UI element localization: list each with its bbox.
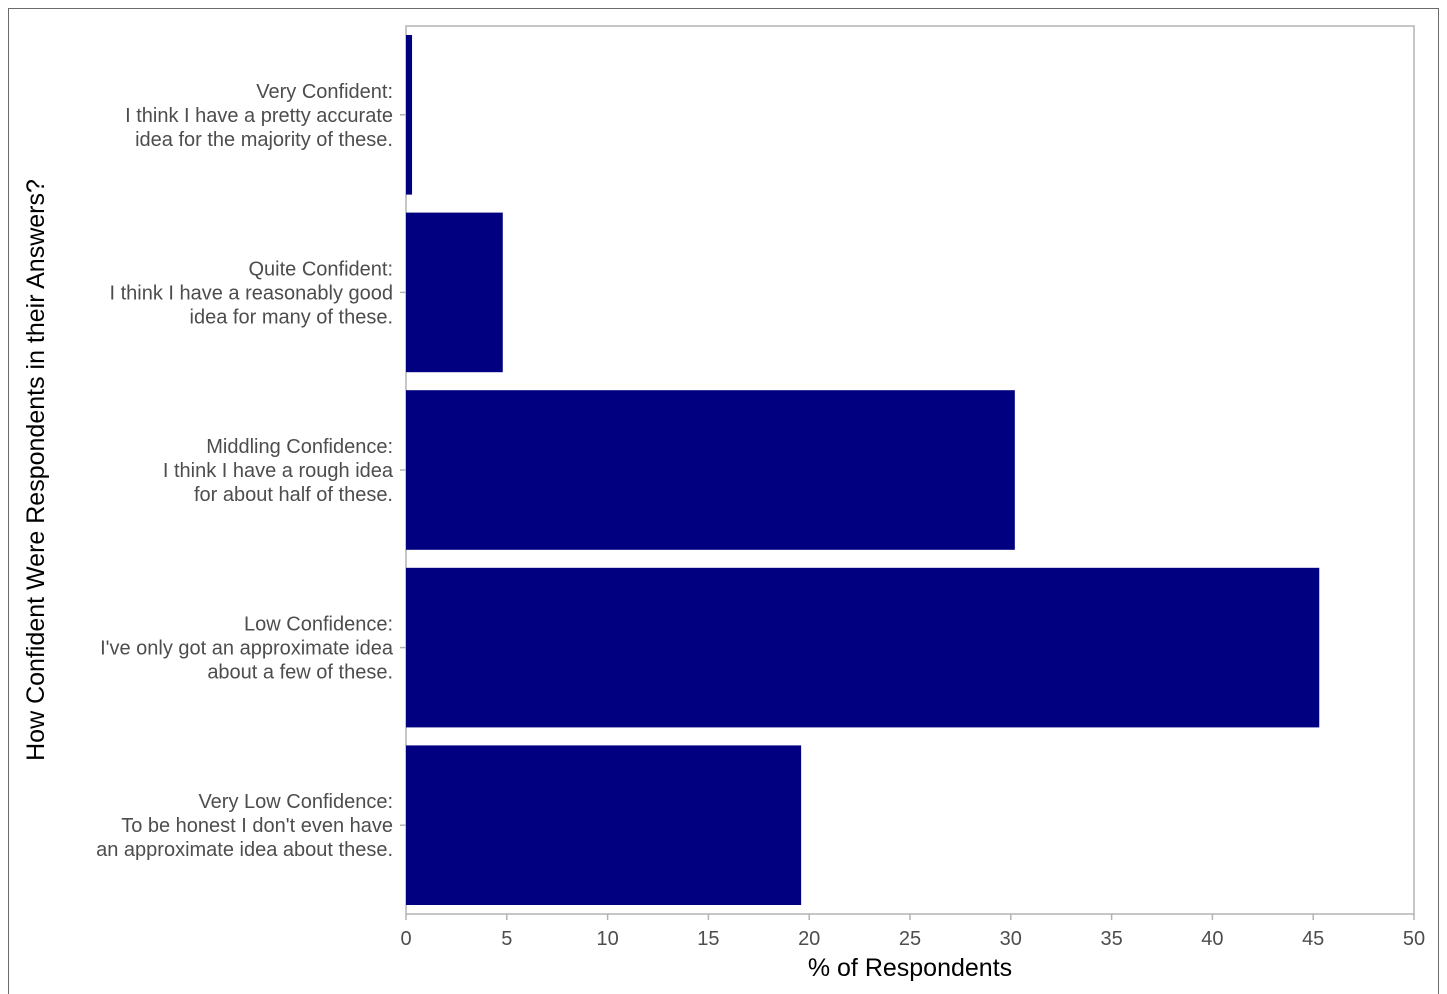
x-axis-ticks-group: 0 5 10 15 20 25 30 35 40 45 50 bbox=[400, 914, 1425, 950]
x-tick-label: 40 bbox=[1201, 928, 1223, 950]
category-labels-group: Very Confident: I think I have a pretty a… bbox=[96, 81, 406, 861]
x-tick-label: 5 bbox=[501, 928, 512, 950]
bar-4 bbox=[406, 568, 1319, 728]
category-label-line: for about half of these. bbox=[194, 484, 393, 506]
bar-1 bbox=[406, 35, 412, 195]
category-label-line: To be honest I don't even have bbox=[121, 815, 393, 837]
x-axis-title: % of Respondents bbox=[808, 954, 1012, 982]
category-label: Low Confidence: I've only got an approxim… bbox=[100, 614, 394, 684]
x-tick-label: 0 bbox=[400, 928, 411, 950]
category-label-line: Very Low Confidence: bbox=[198, 791, 393, 813]
x-tick-label: 15 bbox=[697, 928, 719, 950]
category-label-line: Very Confident: bbox=[256, 81, 393, 103]
category-label-line: Quite Confident: bbox=[248, 258, 393, 280]
category-label-line: I've only got an approximate idea bbox=[100, 638, 394, 660]
category-label: Quite Confident: I think I have a reasona… bbox=[109, 258, 393, 328]
x-tick-label: 50 bbox=[1403, 928, 1425, 950]
category-label-line: I think I have a rough idea bbox=[163, 460, 394, 482]
bar-3 bbox=[406, 390, 1015, 550]
category-label-line: idea for the majority of these. bbox=[135, 129, 393, 151]
category-label: Middling Confidence: I think I have a rou… bbox=[163, 436, 394, 506]
category-label-line: idea for many of these. bbox=[190, 306, 393, 328]
category-label: Very Low Confidence: To be honest I don't… bbox=[96, 791, 393, 861]
category-label: Very Confident: I think I have a pretty a… bbox=[125, 81, 393, 151]
bars-group bbox=[406, 35, 1319, 905]
category-label-line: I think I have a reasonably good bbox=[109, 282, 393, 304]
x-tick-label: 30 bbox=[1000, 928, 1022, 950]
category-label-line: I think I have a pretty accurate bbox=[125, 105, 393, 127]
category-label-line: Low Confidence: bbox=[244, 614, 393, 636]
y-axis-title: How Confident Were Respondents in their … bbox=[22, 179, 50, 761]
category-label-line: an approximate idea about these. bbox=[96, 839, 393, 861]
x-tick-label: 10 bbox=[596, 928, 618, 950]
category-label-line: Middling Confidence: bbox=[206, 436, 393, 458]
x-tick-label: 25 bbox=[899, 928, 921, 950]
category-label-line: about a few of these. bbox=[207, 662, 393, 684]
x-tick-label: 45 bbox=[1302, 928, 1324, 950]
bar-5 bbox=[406, 745, 801, 905]
x-tick-label: 20 bbox=[798, 928, 820, 950]
x-tick-label: 35 bbox=[1100, 928, 1122, 950]
bar-2 bbox=[406, 213, 503, 373]
